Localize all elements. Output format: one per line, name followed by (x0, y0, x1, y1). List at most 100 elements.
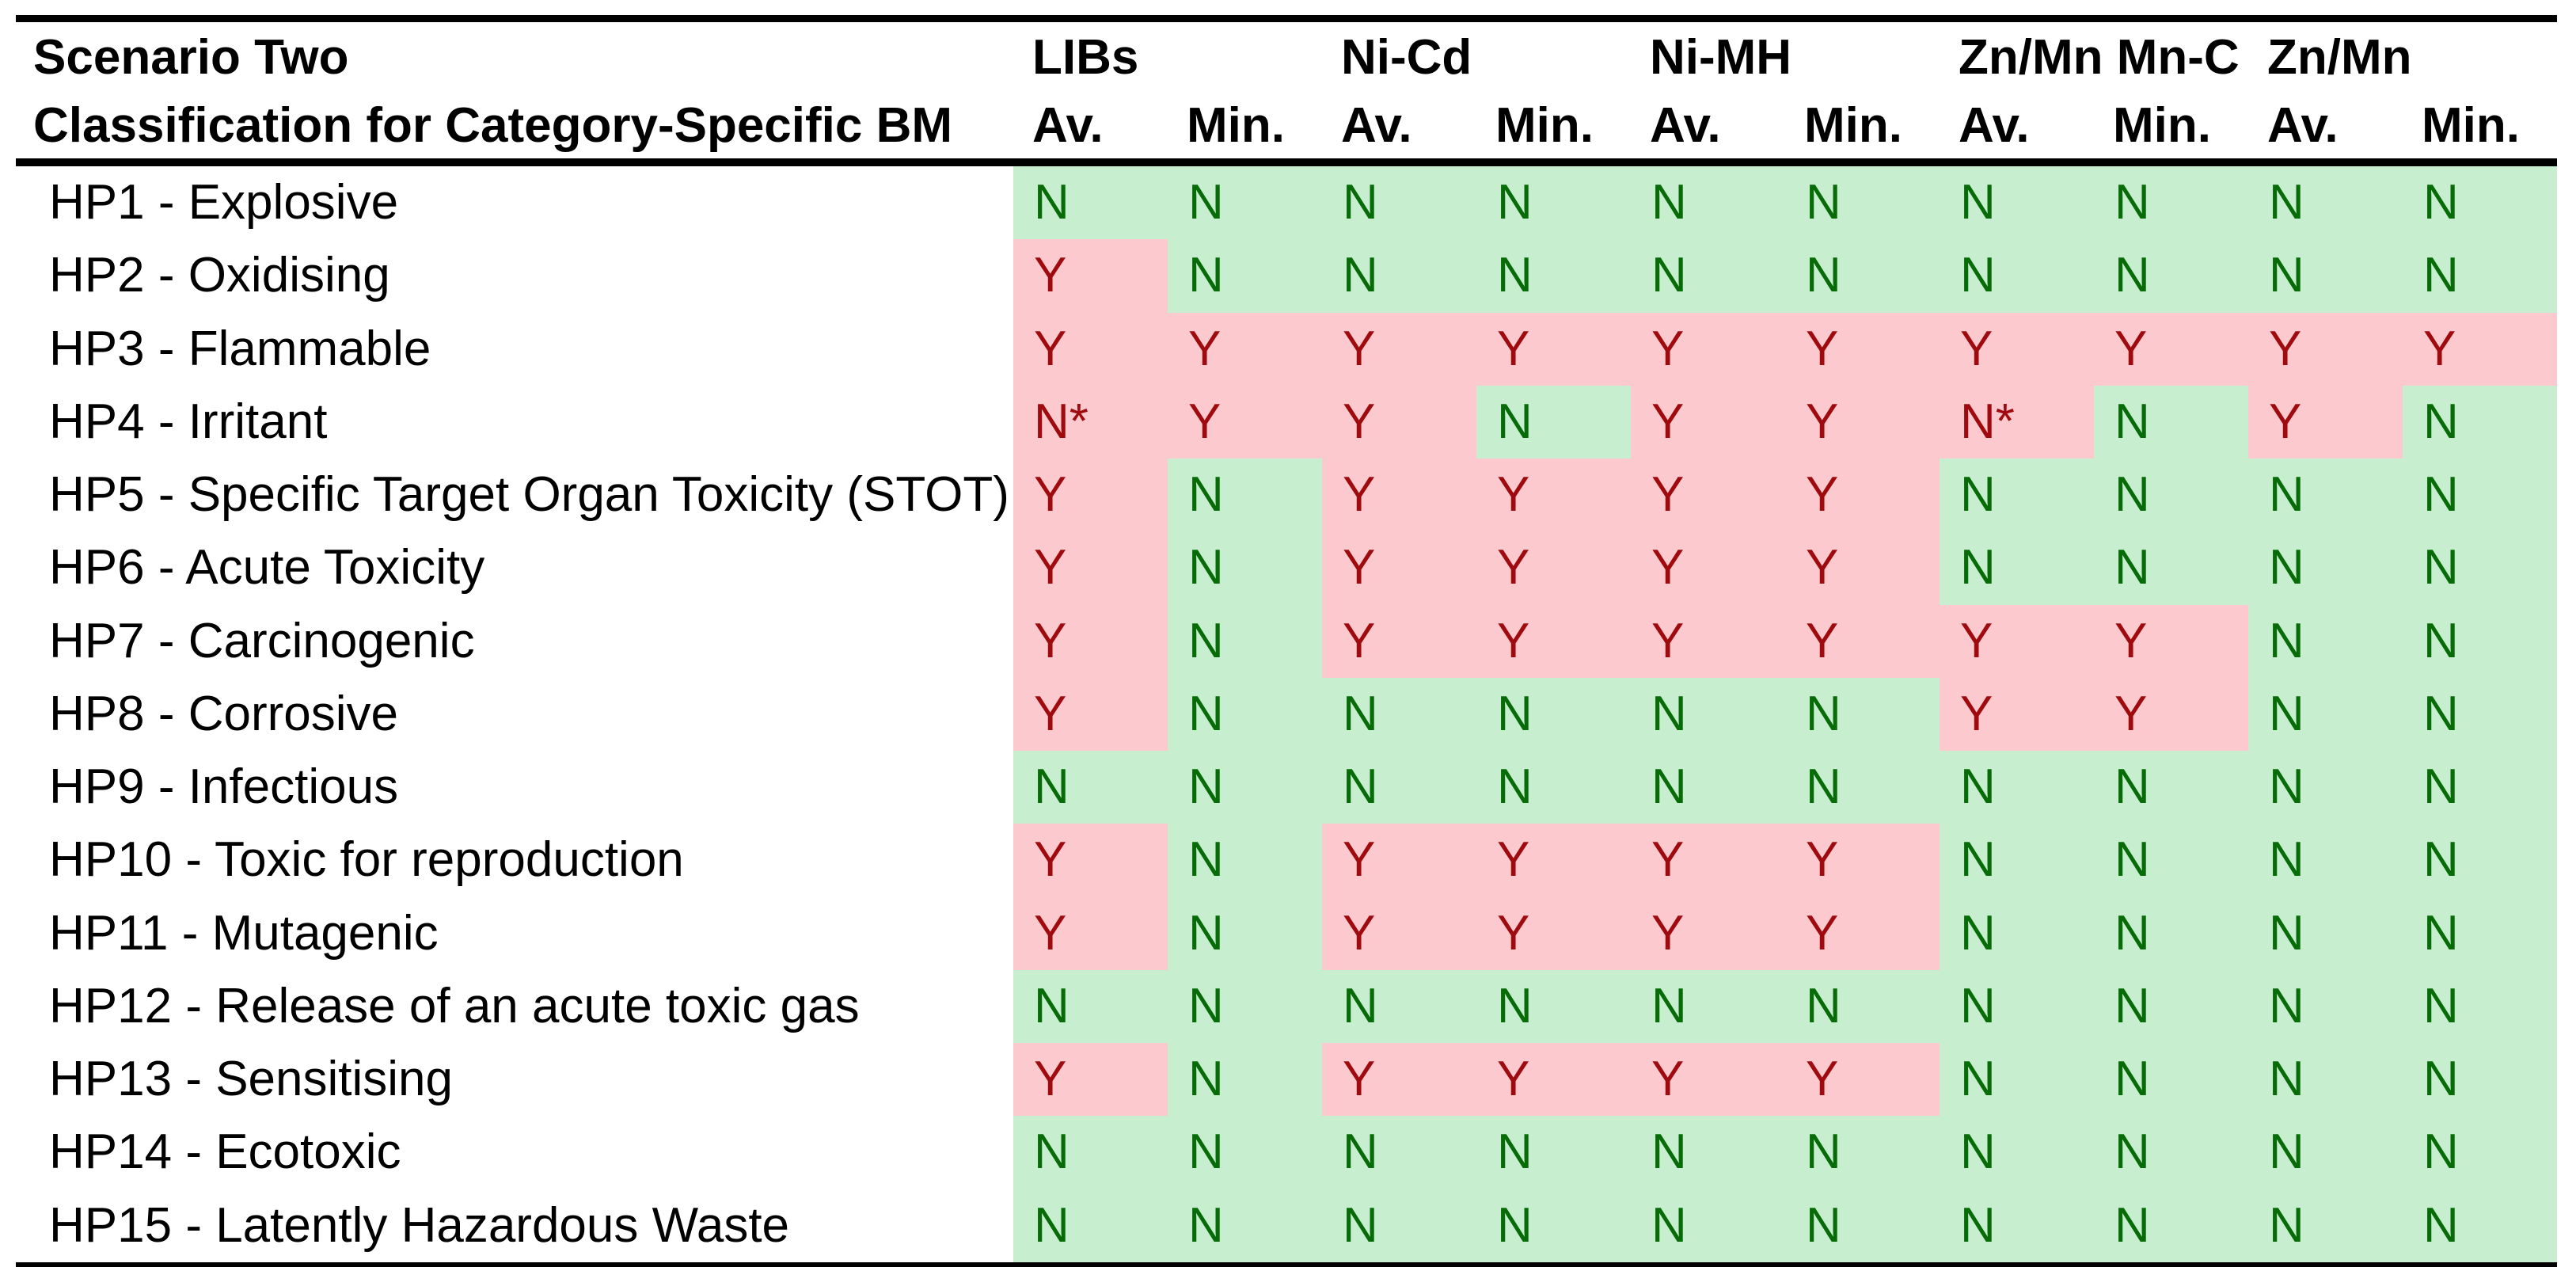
value-cell: N (1631, 166, 1785, 240)
column-subheader: Min. (1804, 98, 1902, 153)
row-label: HP2 - Oxidising (16, 239, 1013, 313)
value-cell: N (1168, 1043, 1322, 1117)
value-cell: Y (1322, 604, 1476, 678)
value-cell: N (1940, 896, 2094, 970)
value-cell: Y (1168, 385, 1322, 459)
value-cell: N (2248, 1116, 2403, 1189)
value-cell: N (1013, 969, 1168, 1043)
column-subheader: Av. (1032, 98, 1104, 153)
table-header: Scenario Two LIBs Ni-Cd Ni-MH Zn/Mn Mn-C… (16, 22, 2557, 158)
column-subheader: Av. (1341, 98, 1412, 153)
value-cell: Y (1476, 312, 1631, 386)
value-cell: N (2094, 1043, 2248, 1117)
value-cell: N (2403, 1043, 2557, 1117)
value-cell: N (1322, 239, 1476, 313)
value-cell: Y (1631, 385, 1785, 459)
value-cell: N (1631, 677, 1785, 751)
value-cell: N (2094, 531, 2248, 605)
value-cell: N (1168, 459, 1322, 532)
value-cell: N (2248, 1043, 2403, 1117)
value-cell: N (1940, 1116, 2094, 1189)
value-cell: Y (1631, 1043, 1785, 1117)
value-cell: N (2403, 166, 2557, 240)
value-cell: N (2403, 239, 2557, 313)
value-cell: N (1168, 751, 1322, 824)
row-label: HP11 - Mutagenic (16, 896, 1013, 970)
value-cell: N (2248, 824, 2403, 897)
classification-table: Scenario Two LIBs Ni-Cd Ni-MH Zn/Mn Mn-C… (16, 15, 2557, 1267)
value-cell: N (2094, 1189, 2248, 1262)
value-cell: N (2094, 239, 2248, 313)
value-cell: N (1940, 824, 2094, 897)
value-cell: N* (1013, 385, 1168, 459)
value-cell: Y (1322, 824, 1476, 897)
value-cell: Y (1631, 896, 1785, 970)
value-cell: Y (1168, 312, 1322, 386)
value-cell: N (1631, 1189, 1785, 1262)
value-cell: Y (1631, 531, 1785, 605)
value-cell: Y (1322, 312, 1476, 386)
value-cell: Y (2094, 604, 2248, 678)
value-cell: N (1322, 1116, 1476, 1189)
value-cell: Y (1940, 677, 2094, 751)
value-cell: N (1940, 239, 2094, 313)
value-cell: Y (1013, 312, 1168, 386)
value-cell: Y (1476, 604, 1631, 678)
value-cell: N (2403, 1189, 2557, 1262)
value-cell: N (1631, 239, 1785, 313)
value-cell: Y (1013, 604, 1168, 678)
value-cell: Y (2094, 677, 2248, 751)
value-cell: N (1785, 1189, 1940, 1262)
value-cell: N (1168, 896, 1322, 970)
value-cell: N (1940, 1043, 2094, 1117)
value-cell: N (1476, 166, 1631, 240)
column-subheader: Min. (2113, 98, 2211, 153)
value-cell: N (1476, 239, 1631, 313)
value-cell: N (2248, 677, 2403, 751)
value-cell: N (1476, 751, 1631, 824)
value-cell: Y (1631, 312, 1785, 386)
value-cell: Y (2248, 312, 2403, 386)
value-cell: Y (1322, 1043, 1476, 1117)
value-cell: Y (1476, 1043, 1631, 1117)
value-cell: N (1631, 1116, 1785, 1189)
value-cell: Y (1013, 531, 1168, 605)
value-cell: N (1168, 1189, 1322, 1262)
value-cell: N (2403, 1116, 2557, 1189)
value-cell: N (2094, 751, 2248, 824)
value-cell: Y (1476, 824, 1631, 897)
value-cell: N (1785, 751, 1940, 824)
value-cell: N (1940, 531, 2094, 605)
value-cell: N (2248, 969, 2403, 1043)
column-group-header: Zn/Mn (2267, 30, 2412, 85)
value-cell: N (2248, 459, 2403, 532)
value-cell: Y (1785, 312, 1940, 386)
row-label: HP9 - Infectious (16, 751, 1013, 824)
value-cell: Y (1013, 239, 1168, 313)
value-cell: N (2094, 896, 2248, 970)
value-cell: N (2248, 1189, 2403, 1262)
value-cell: N (2094, 969, 2248, 1043)
value-cell: N (2403, 969, 2557, 1043)
value-cell: Y (1476, 459, 1631, 532)
value-cell: Y (1785, 385, 1940, 459)
value-cell: Y (1013, 459, 1168, 532)
value-cell: N (1785, 239, 1940, 313)
value-cell: Y (1322, 896, 1476, 970)
column-group-header: LIBs (1032, 30, 1139, 85)
value-cell: Y (1631, 824, 1785, 897)
value-cell: N (1168, 239, 1322, 313)
row-label: HP4 - Irritant (16, 385, 1013, 459)
value-cell: N (1013, 751, 1168, 824)
value-cell: N (1322, 969, 1476, 1043)
value-cell: Y (1785, 1043, 1940, 1117)
value-cell: N (2094, 385, 2248, 459)
table-body: HP1 - Explosive N N N N N N N N N N HP2 - Oxidising… (16, 166, 2557, 1262)
row-label: HP6 - Acute Toxicity (16, 531, 1013, 605)
value-cell: Y (2094, 312, 2248, 386)
value-cell: N (1785, 166, 1940, 240)
value-cell: N (1940, 969, 2094, 1043)
value-cell: N (1476, 677, 1631, 751)
value-cell: Y (2248, 385, 2403, 459)
